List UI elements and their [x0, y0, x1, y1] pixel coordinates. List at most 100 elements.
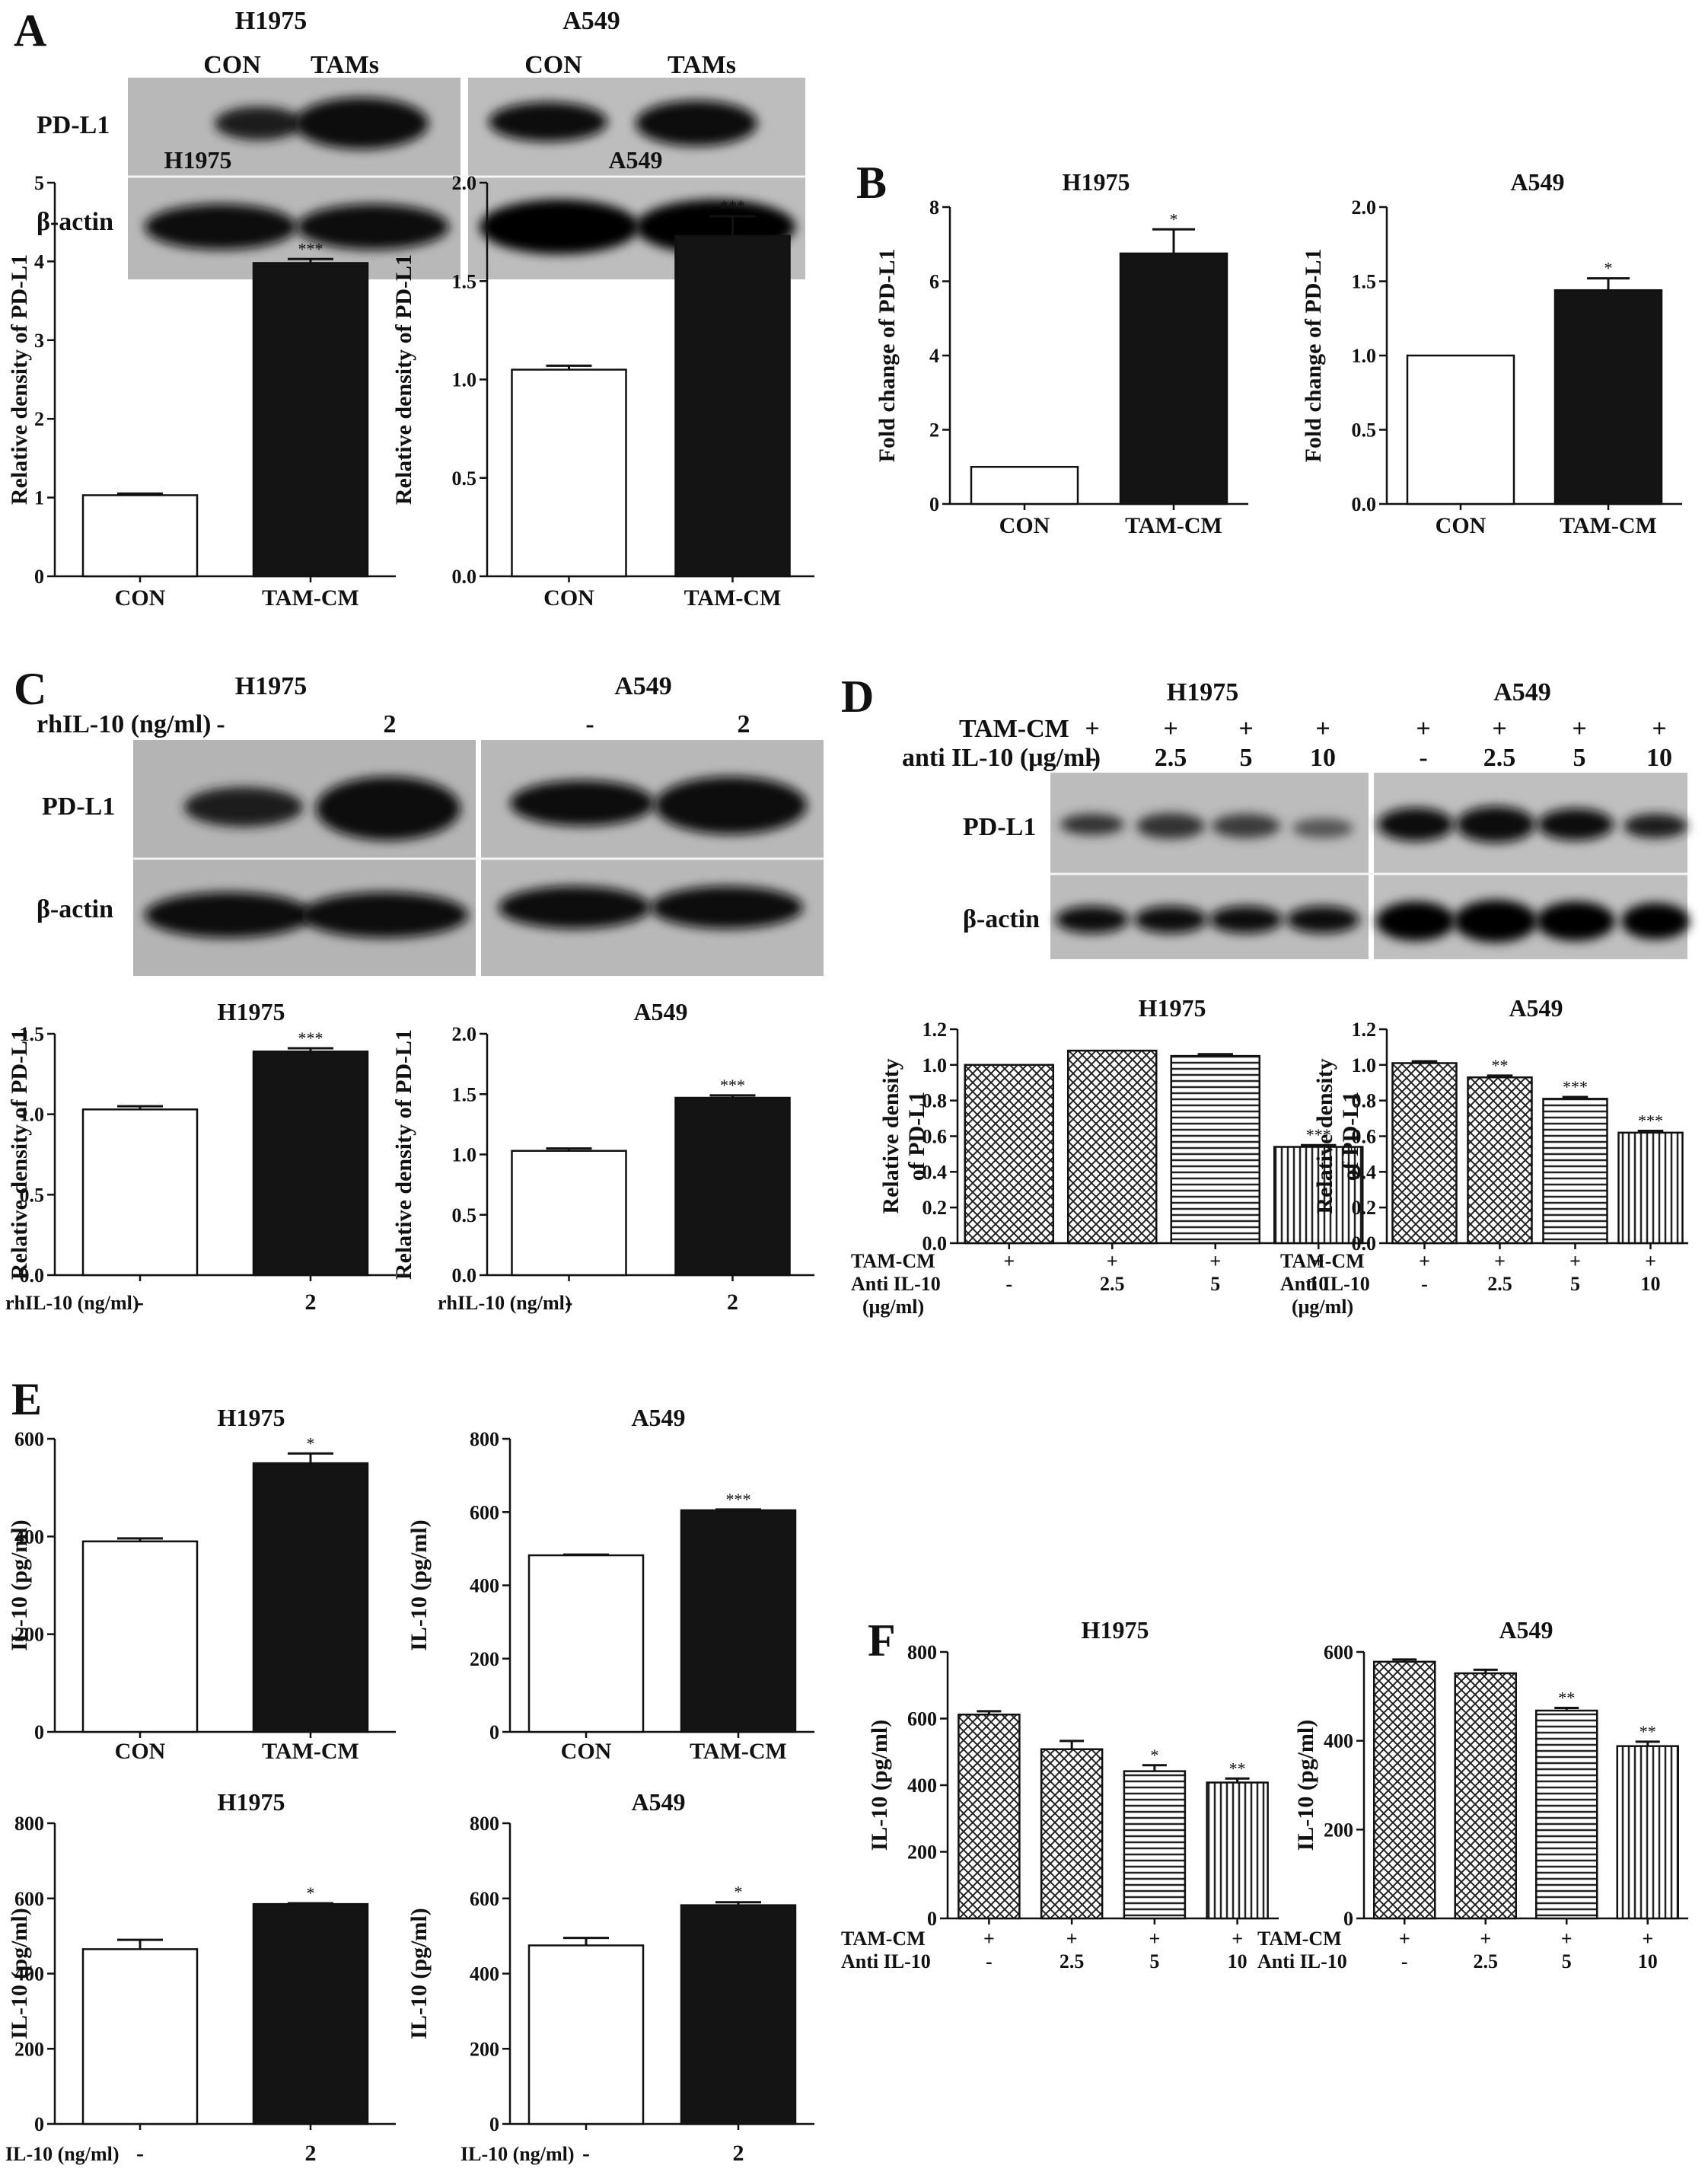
y-tick-label: 400 — [1324, 1730, 1353, 1752]
table-cell: - — [1005, 1273, 1012, 1295]
bar — [527, 1554, 645, 1733]
bar — [81, 494, 199, 578]
table-cell: 10 — [1641, 1273, 1661, 1295]
bar — [252, 262, 369, 578]
blot-d-band-actin-6 — [1454, 900, 1538, 942]
blot-c-band-actin-4 — [651, 886, 803, 929]
y-tick-label: 0.5 — [452, 467, 477, 489]
blot-d-row2-value: 5 — [1573, 744, 1586, 772]
y-tick-label: 600 — [470, 1888, 499, 1910]
blot-a: H1975 A549 CON TAMs CON TAMs PD-L1 β-act… — [37, 7, 805, 279]
blot-d-band-pdl1-8 — [1624, 814, 1687, 838]
blot-c-condition-label: rhIL-10 (ng/ml) — [37, 710, 212, 738]
bar — [252, 1902, 369, 2125]
x-row-label: IL-10 (ng/ml) — [460, 2143, 575, 2165]
x-row-label: rhIL-10 (ng/ml) — [5, 1292, 139, 1314]
y-tick-label: 0 — [929, 493, 939, 515]
table-cell: 5 — [1149, 1950, 1159, 1972]
x-category-label: CON — [543, 585, 594, 611]
y-tick-label: 4 — [34, 250, 44, 273]
bar — [81, 1948, 199, 2125]
table-cell: + — [1480, 1928, 1491, 1950]
y-tick-label: 3 — [34, 330, 44, 352]
blot-d-row1-value: + — [1416, 715, 1430, 743]
y-tick-label: 0.2 — [923, 1197, 948, 1219]
blot-d-band-actin-1 — [1056, 906, 1129, 933]
chart-title: H1975 — [218, 998, 285, 1025]
significance-marker: * — [307, 1433, 315, 1453]
y-tick-label: 200 — [1324, 1819, 1353, 1841]
blot-c-band-pdl1-2 — [316, 776, 460, 840]
chart-title: A549 — [631, 1404, 685, 1431]
x-category-label: CON — [115, 585, 166, 611]
table-cell: 10 — [1228, 1950, 1248, 1972]
y-tick-label: 0.5 — [452, 1204, 477, 1226]
blot-d-band-actin-7 — [1536, 901, 1615, 941]
bar — [1123, 1770, 1187, 1920]
x-category-label: TAM-CM — [1560, 513, 1657, 538]
y-tick-label: 1.0 — [923, 1054, 948, 1076]
blot-d-band-actin-8 — [1621, 903, 1690, 939]
chart-a-a549: A549 Relative density of PD-L1 0.0 0.5 1.0 1.… — [391, 146, 814, 611]
x-category-label: - — [136, 2141, 144, 2166]
table-row-label: (μg/ml) — [1292, 1296, 1353, 1318]
y-tick-label: 400 — [14, 1526, 44, 1548]
significance-marker: *** — [720, 1076, 745, 1095]
panel-label-d: D — [841, 671, 874, 722]
y-tick-label: 0.8 — [923, 1090, 948, 1112]
blot-c-title-h1975: H1975 — [235, 672, 307, 700]
y-tick-label: 1.0 — [1352, 1054, 1377, 1076]
blot-d-row2-values: - 2.5 5 10 - 2.5 5 10 — [1088, 744, 1672, 772]
table-cell: + — [1399, 1928, 1410, 1950]
chart-b-h1975: H1975 Fold change of PD-L1 0 2 4 6 8 * CON TAM-CM — [875, 168, 1248, 538]
bar — [1454, 1672, 1517, 1920]
y-tick-label: 400 — [470, 1963, 499, 1985]
blot-c-lane-1: - — [216, 710, 225, 738]
y-axis-label: Relative density — [878, 1058, 903, 1213]
bar — [958, 1714, 1021, 1920]
blot-a-band-actin-3 — [480, 199, 639, 254]
significance-marker: ** — [1492, 1056, 1509, 1075]
y-tick-label: 1.2 — [923, 1019, 948, 1041]
x-category-label: TAM-CM — [1125, 513, 1222, 538]
x-category-label: CON — [999, 513, 1050, 538]
bar — [964, 1063, 1054, 1245]
chart-e-a549-top: A549 IL-10 (pg/ml) 0 200 400 600 800 *** CON TAM-… — [406, 1404, 814, 1764]
chart-title: H1975 — [164, 146, 232, 174]
bar — [1373, 1660, 1436, 1920]
y-tick-label: 0.0 — [20, 1264, 45, 1287]
significance-marker: * — [307, 1883, 315, 1902]
blot-d-row1-value: + — [1238, 715, 1253, 743]
blot-d-band-pdl1-3 — [1212, 814, 1280, 838]
table-cell: + — [1232, 1928, 1243, 1950]
table-cell: + — [1561, 1928, 1573, 1950]
panel-label-f: F — [868, 1615, 896, 1666]
y-axis-label: Relative density — [1312, 1058, 1337, 1213]
y-tick-label: 2 — [929, 419, 939, 442]
y-tick-label: 0 — [34, 2113, 44, 2135]
chart-title: A549 — [1499, 1616, 1553, 1644]
y-axis-label: Relative density of PD-L1 — [7, 1029, 32, 1280]
y-axis-label: IL-10 (pg/ml) — [406, 1519, 432, 1651]
x-category-label: CON — [561, 1739, 612, 1764]
table-cell: + — [1107, 1250, 1118, 1272]
blot-c-band-pdl1-3 — [510, 780, 655, 826]
bar — [1467, 1076, 1533, 1245]
bar — [81, 1108, 199, 1277]
x-category-label: CON — [1436, 513, 1487, 538]
blot-d-band-pdl1-2 — [1136, 813, 1205, 839]
blot-d-treatment-label-1: TAM-CM — [959, 715, 1069, 743]
y-tick-label: 0.5 — [1352, 419, 1377, 442]
blot-a-band-pdl1-4 — [636, 100, 757, 146]
blot-d-row1-value: + — [1652, 715, 1666, 743]
table-cell: 2.5 — [1060, 1950, 1085, 1972]
bar — [674, 234, 791, 578]
y-tick-label: 600 — [14, 1428, 44, 1450]
y-tick-label: 0.4 — [1352, 1161, 1377, 1183]
significance-marker: *** — [298, 1028, 323, 1048]
blot-c-band-actin-2 — [301, 892, 468, 938]
y-axis-label: Relative density of PD-L1 — [7, 254, 32, 505]
